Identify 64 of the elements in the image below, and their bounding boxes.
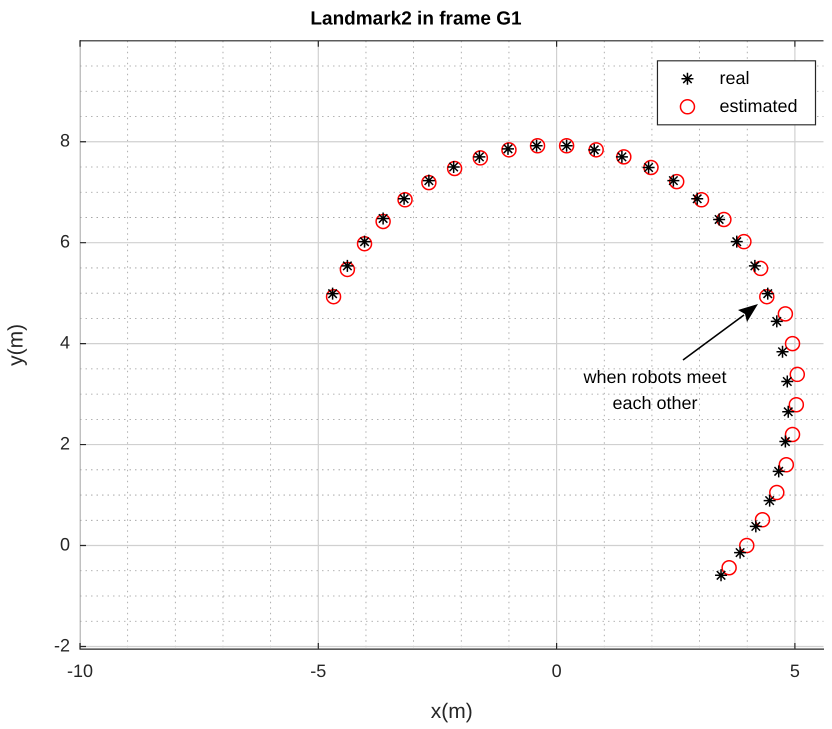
- legend-label: real: [719, 68, 750, 88]
- point: [716, 212, 732, 228]
- point: [714, 568, 728, 582]
- point: [615, 150, 629, 164]
- point: [778, 434, 792, 448]
- point: [784, 336, 800, 352]
- point: [772, 464, 786, 478]
- point: [788, 396, 804, 412]
- point: [739, 538, 755, 554]
- point: [694, 192, 710, 208]
- point: [356, 236, 372, 252]
- point: [588, 143, 602, 157]
- point: [778, 306, 794, 322]
- point: [588, 142, 604, 158]
- y-tick-label: 4: [60, 332, 70, 353]
- y-tick-label: 8: [60, 130, 70, 151]
- point: [770, 314, 784, 328]
- point: [642, 160, 656, 174]
- point: [721, 560, 737, 576]
- point: [760, 286, 774, 300]
- x-tick-label: 5: [790, 660, 800, 681]
- point: [422, 174, 436, 188]
- point: [376, 212, 390, 226]
- point: [730, 234, 744, 248]
- y-tick-label: 6: [60, 232, 70, 252]
- point: [733, 546, 747, 560]
- point: [666, 174, 680, 188]
- point: [784, 426, 800, 442]
- x-axis-title: x(m): [430, 700, 473, 724]
- x-tick-label: -5: [310, 660, 326, 681]
- point: [752, 260, 768, 276]
- legend-label: estimated: [719, 96, 798, 116]
- point: [769, 484, 785, 500]
- x-tick-label: 0: [552, 660, 562, 681]
- point: [736, 234, 752, 250]
- point: [375, 214, 391, 230]
- y-tick-label: 0: [60, 534, 70, 554]
- point: [326, 286, 340, 300]
- point: [643, 160, 659, 176]
- x-tick-label: -10: [66, 660, 94, 681]
- y-axis-title: y(m): [4, 324, 28, 366]
- point: [778, 457, 794, 473]
- point: [340, 259, 354, 273]
- point: [616, 149, 632, 165]
- y-tick-label: -2: [54, 635, 70, 656]
- point: [780, 374, 794, 388]
- point: [776, 344, 790, 358]
- point: [712, 212, 726, 226]
- annotation: when robots meet each other: [582, 366, 728, 415]
- point: [790, 366, 806, 382]
- point: [668, 174, 684, 190]
- point: [340, 262, 356, 278]
- point: [759, 288, 775, 304]
- point: [754, 512, 770, 528]
- point: [421, 174, 437, 190]
- chart-title: Landmark2 in frame G1: [310, 8, 522, 30]
- point: [326, 288, 342, 304]
- point: [781, 405, 795, 419]
- point: [748, 259, 762, 273]
- point: [690, 192, 704, 206]
- y-tick-label: 2: [60, 434, 70, 454]
- point: [358, 234, 372, 248]
- point: [762, 494, 776, 508]
- point: [749, 520, 763, 534]
